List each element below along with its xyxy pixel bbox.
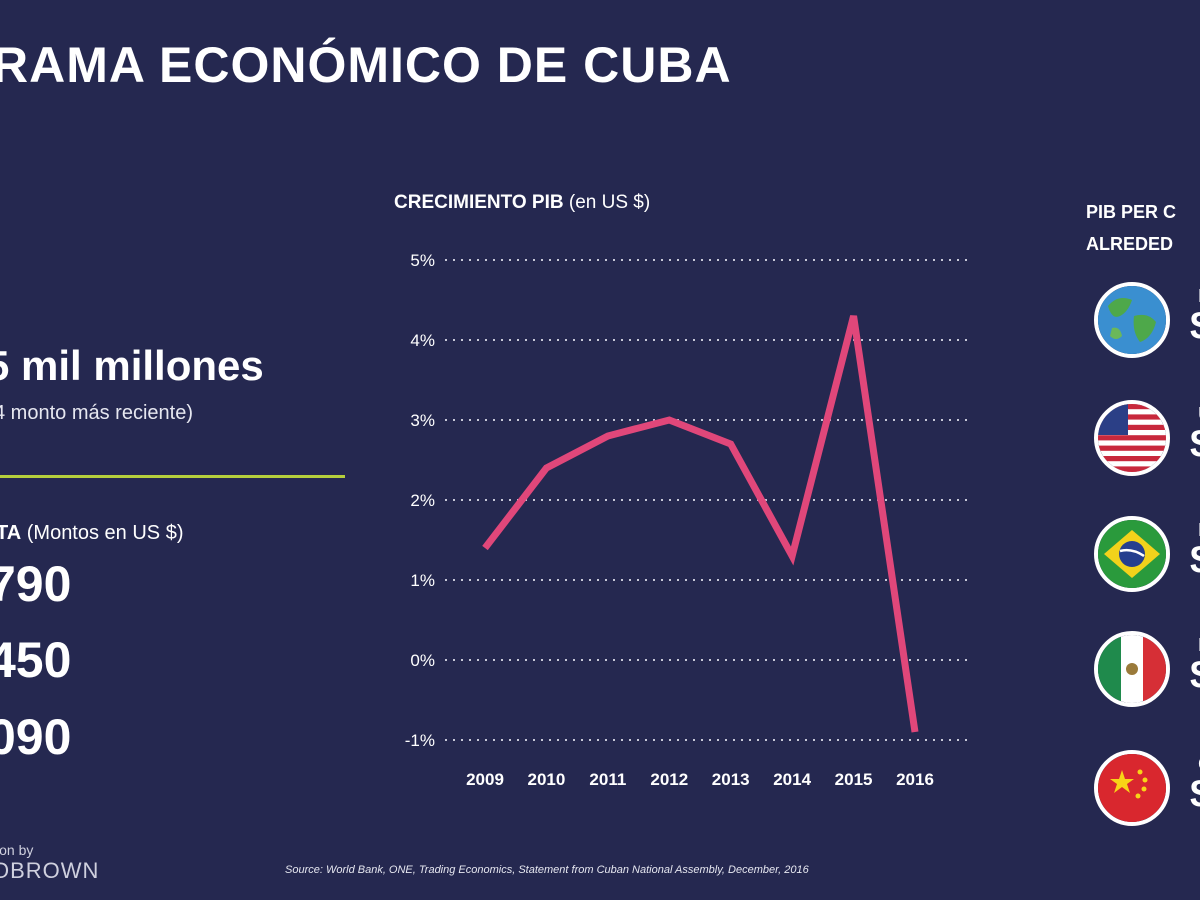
region-value: $	[1190, 653, 1200, 698]
region-row-usa: U $	[1094, 400, 1200, 482]
x-tick-label: 2011	[589, 770, 626, 789]
y-tick-label: 2%	[410, 491, 435, 510]
per-capita-value: 790	[0, 556, 72, 612]
y-tick-label: 4%	[410, 331, 435, 350]
per-capita-title-bold: TA	[0, 522, 22, 544]
y-tick-label: 1%	[410, 571, 435, 590]
x-tick-label: 2013	[712, 770, 750, 789]
chart-title-main: CRECIMIENTO PIB	[394, 192, 564, 213]
region-title-line: ALREDED	[1086, 234, 1174, 254]
region-title-line: PIB PER C	[1086, 202, 1177, 222]
series-line	[482, 315, 919, 733]
x-tick-label: 2015	[835, 770, 873, 789]
usa-flag-icon	[1094, 400, 1170, 476]
credit-line: ion by	[0, 842, 34, 858]
region-label: M	[1198, 635, 1200, 656]
region-value: $	[1190, 772, 1200, 817]
chart-title-unit: (en US $)	[568, 192, 651, 213]
y-tick-label: 3%	[410, 411, 435, 430]
per-capita-title: TA (Montos en US $)	[0, 522, 183, 545]
globe-icon	[1094, 282, 1170, 358]
x-tick-label: 2010	[528, 770, 566, 789]
region-row-brazil: B $	[1094, 516, 1200, 598]
x-tick-label: 2016	[896, 770, 934, 789]
per-capita-title-unit: (Montos en US $)	[21, 522, 184, 544]
source-note: Source: World Bank, ONE, Trading Economi…	[285, 864, 809, 876]
region-row-world: P $	[1094, 282, 1200, 364]
y-tick-label: 5%	[410, 251, 435, 270]
y-tick-label: -1%	[405, 731, 435, 750]
mexico-flag-icon	[1094, 631, 1170, 707]
region-value: $	[1190, 538, 1200, 583]
section-divider	[0, 475, 345, 478]
region-label: B	[1198, 520, 1200, 541]
brazil-flag-icon	[1094, 516, 1170, 592]
per-capita-value: 450	[0, 632, 72, 688]
region-value: $	[1190, 304, 1200, 349]
page-title: RAMA ECONÓMICO DE CUBA	[0, 37, 732, 93]
gdp-total-value: 5 mil millones	[0, 342, 264, 389]
x-tick-label: 2009	[466, 770, 504, 789]
gdp-growth-chart: 5% 4% 3% 2% 1% 0% -1% 2009 2010 2011 2012 2013 2014 2…	[405, 251, 970, 789]
region-row-mexico: M $	[1094, 631, 1200, 713]
per-capita-value: 090	[0, 709, 72, 765]
region-row-china: C $	[1094, 750, 1200, 832]
x-tick-label: 2012	[650, 770, 688, 789]
chart-title: CRECIMIENTO PIB (en US $)	[394, 192, 650, 214]
gdp-total-note: 4 monto más reciente)	[0, 402, 193, 424]
region-label: C	[1198, 754, 1200, 775]
x-tick-label: 2014	[773, 770, 811, 789]
region-title: PIB PER C ALREDED	[1086, 196, 1176, 260]
china-flag-icon	[1094, 750, 1170, 826]
credit-brand: OBROWN	[0, 858, 100, 883]
y-tick-label: 0%	[410, 651, 435, 670]
region-label: U	[1198, 404, 1200, 425]
region-value: $	[1190, 422, 1200, 467]
region-label: P	[1198, 286, 1200, 307]
